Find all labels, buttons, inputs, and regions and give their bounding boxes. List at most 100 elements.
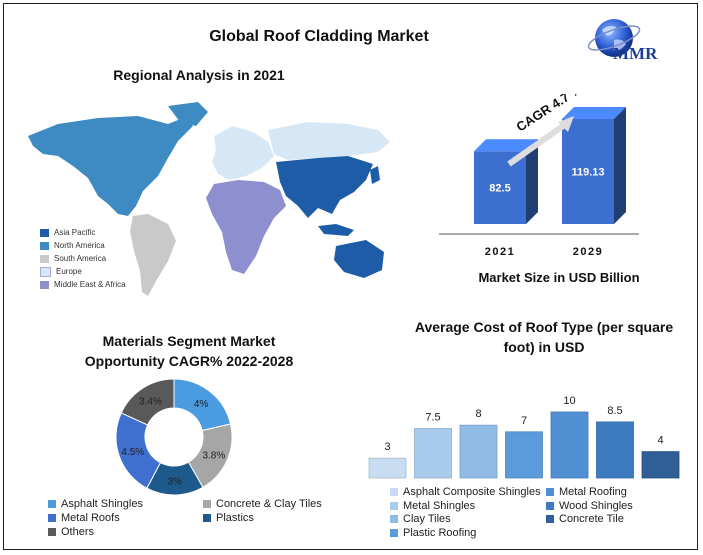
legend-swatch [48,528,56,536]
cost-bar [368,457,407,479]
roof-cost-legend-item: Metal Roofing [546,486,627,498]
legend-swatch [203,500,211,508]
legend-label: Metal Roofing [559,486,627,498]
cost-bar-value-label: 3 [384,441,390,453]
map-legend-item: Middle East & Africa [40,278,126,291]
roof-cost-chart: 3 7.5 8 7 10 8.5 4 [368,395,680,479]
materials-legend-item: Others [48,526,94,538]
world-map [28,102,390,296]
market-bar-value-label: 119.13 [571,167,604,179]
map-south-america [130,214,176,296]
materials-legend: Asphalt Shingles Concrete & Clay Tiles Pla… [48,498,348,542]
legend-swatch [203,514,211,522]
cost-bar [414,428,452,479]
legend-swatch [40,241,49,250]
regional-analysis-title: Regional Analysis in 2021 [113,67,285,83]
map-legend-item: Europe [40,265,126,278]
market-category-label: 2021 [485,246,515,258]
legend-swatch [546,488,554,496]
legend-swatch [546,501,554,510]
cost-bar-value-label: 8.5 [607,405,622,417]
materials-legend-item: Plastics [203,512,254,524]
map-asia-pacific [276,156,373,218]
materials-title-line1: Materials Segment Market [102,333,276,349]
donut-slice-label: 3% [168,476,183,487]
legend-label: Asia Pacific [54,228,96,237]
legend-swatch [390,515,398,523]
legend-swatch [40,254,49,263]
map-japan [370,166,380,184]
map-legend: Asia Pacific North America South America… [40,226,126,291]
infographic-frame: Global Roof Cladding Market MMR Regional… [3,3,698,550]
market-bar [474,139,538,224]
cost-bar [459,424,498,479]
cagr-arrow [507,121,568,167]
cost-bar [550,411,589,479]
materials-legend-item: Concrete & Clay Tiles [203,498,322,510]
materials-legend-item: Metal Roofs [48,512,120,524]
roof-cost-legend-item: Clay Tiles [390,513,451,525]
map-middle-east-africa [206,180,286,274]
legend-label: Metal Shingles [403,499,476,512]
map-legend-item: South America [40,252,126,265]
cagr-arrow-head [558,116,574,132]
cost-bar-value-label: 10 [563,395,575,407]
donut-slice-label: 4% [194,399,209,410]
legend-swatch [48,514,56,522]
legend-label: Metal Roofs [61,512,120,524]
legend-swatch [40,280,49,289]
legend-swatch [40,266,51,277]
cost-bar [596,421,634,479]
roof-cost-legend-item: Metal Shingles [390,500,475,512]
market-bar [562,107,626,224]
roof-cost-title: Average Cost of Roof Type (per square fo… [399,317,689,357]
cost-title-line1: Average Cost of Roof Type (per square [414,319,674,335]
legend-label: Wood Shingles [559,499,633,512]
legend-swatch [40,228,49,237]
legend-label: North America [54,241,105,250]
legend-swatch [390,528,398,537]
map-indonesia [318,224,354,236]
donut-slice-label: 3.4% [139,396,162,407]
map-north-asia [268,122,390,160]
legend-label: Clay Tiles [403,513,451,525]
map-legend-item: North America [40,239,126,252]
roof-cost-legend-item: Plastic Roofing [390,527,476,539]
cost-bar-value-label: 8 [475,408,481,420]
logo-text: MMR [613,44,658,63]
market-size-caption: Market Size in USD Billion [478,270,640,285]
market-bar-value-label: 82.5 [489,183,510,195]
materials-legend-item: Asphalt Shingles [48,498,143,510]
market-category-label: 2029 [573,246,603,258]
legend-label: Europe [56,267,82,276]
legend-swatch [390,501,398,510]
legend-label: Concrete Tile [559,513,624,525]
roof-cost-legend-item: Wood Shingles [546,500,633,512]
legend-label: Concrete & Clay Tiles [216,498,322,510]
mmr-globe-logo-icon [587,19,641,57]
map-europe [212,126,274,180]
cost-bar [505,431,543,479]
legend-label: Asphalt Composite Shingles [403,486,541,498]
roof-cost-legend-item: Asphalt Composite Shingles [390,486,541,498]
cost-bar [641,451,680,479]
legend-label: Middle East & Africa [54,280,126,289]
legend-label: Plastic Roofing [403,526,477,539]
map-north-america [28,116,193,216]
legend-label: Asphalt Shingles [61,498,143,510]
cost-bar-value-label: 7.5 [425,412,440,424]
cost-bar-value-label: 4 [657,435,663,447]
legend-label: Plastics [216,512,254,524]
materials-segment-title: Materials Segment Market Opportunity CAG… [64,331,314,371]
legend-swatch [390,488,398,496]
cost-title-line2: foot) in USD [503,339,585,355]
legend-label: South America [54,254,107,263]
legend-label: Others [61,526,95,538]
donut-slice-label: 4.5% [121,447,144,458]
donut-slice-label: 3.8% [202,450,225,461]
legend-swatch [546,515,554,523]
roof-cost-legend-item: Concrete Tile [546,513,624,525]
map-australia [334,240,384,278]
map-greenland [168,102,208,126]
